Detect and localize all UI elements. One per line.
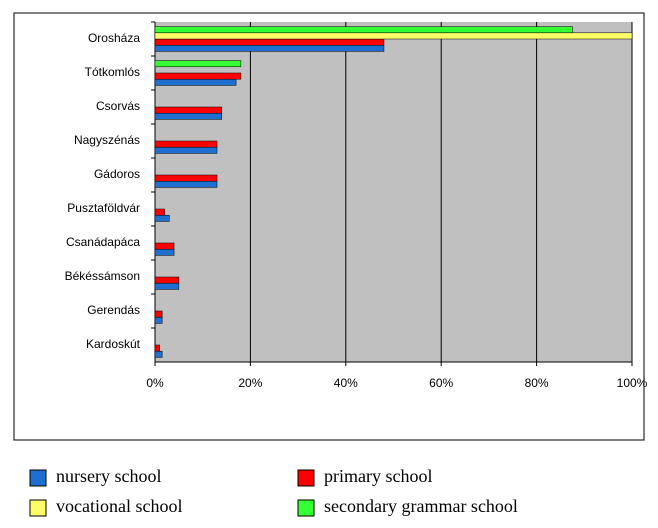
bar — [154, 174, 218, 182]
y-tick-label: Kardoskút — [86, 337, 141, 351]
legend-swatch — [29, 499, 47, 517]
bar — [154, 60, 242, 68]
y-tick-label: Nagyszénás — [74, 133, 140, 147]
bar — [154, 112, 223, 120]
legend-swatch — [297, 469, 315, 487]
bar — [154, 208, 165, 216]
bar — [154, 214, 170, 222]
x-tick-label: 100% — [617, 376, 648, 390]
x-tick-label: 80% — [525, 376, 549, 390]
bar — [154, 316, 163, 324]
bar — [154, 38, 385, 46]
y-tick-label: Orosháza — [88, 31, 140, 45]
y-tick-label: Csorvás — [96, 99, 140, 113]
bar — [154, 344, 161, 352]
bar — [154, 242, 175, 250]
bar — [154, 180, 218, 188]
x-tick-label: 40% — [334, 376, 358, 390]
x-tick-label: 60% — [429, 376, 453, 390]
bar — [154, 140, 218, 148]
y-tick-label: Csanádapáca — [66, 235, 140, 249]
legend-label: primary school — [324, 466, 432, 486]
legend-label: vocational school — [56, 496, 182, 516]
x-tick-label: 0% — [146, 376, 164, 390]
bar — [154, 106, 223, 114]
bar — [154, 248, 175, 256]
legend-swatch — [29, 469, 47, 487]
y-tick-label: Békéssámson — [65, 269, 140, 283]
y-tick-label: Pusztaföldvár — [67, 201, 140, 215]
bar — [154, 32, 633, 40]
bar — [154, 72, 242, 80]
bar — [154, 282, 180, 290]
y-tick-label: Tótkomlós — [85, 65, 140, 79]
bar — [154, 310, 163, 318]
y-tick-label: Gádoros — [94, 167, 140, 181]
x-tick-label: 20% — [238, 376, 262, 390]
bar — [154, 44, 385, 52]
bar — [154, 26, 573, 34]
bar — [154, 78, 237, 86]
y-tick-label: Gerendás — [87, 303, 140, 317]
bar — [154, 146, 218, 154]
bar — [154, 350, 163, 358]
legend-label: secondary grammar school — [324, 496, 518, 516]
legend-label: nursery school — [56, 466, 161, 486]
bar — [154, 276, 180, 284]
legend-swatch — [297, 499, 315, 517]
